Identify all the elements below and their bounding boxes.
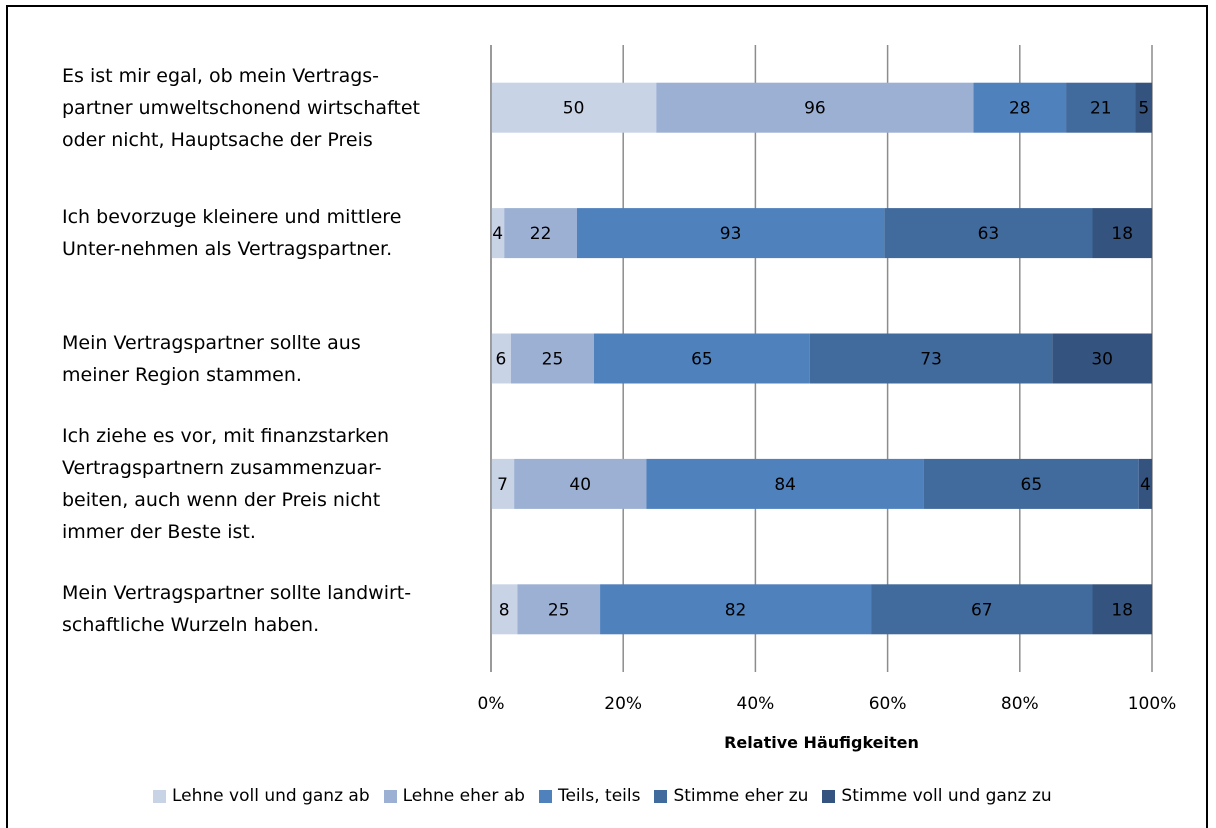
legend-swatch xyxy=(538,789,552,803)
bar xyxy=(923,458,1139,509)
bar xyxy=(809,333,1053,384)
data-label: 25 xyxy=(548,600,570,620)
bar xyxy=(491,458,515,509)
data-label: 18 xyxy=(1111,600,1133,620)
data-label: 30 xyxy=(1091,350,1113,370)
legend-swatch xyxy=(654,789,668,803)
legend-label: Lehne voll und ganz ab xyxy=(172,786,370,806)
legend: Lehne voll und ganz ab Lehne eher ab Teils… xyxy=(153,786,1052,806)
y-tick-label: Ich ziehe es vor, mit finanzstarken Vert… xyxy=(62,424,390,543)
legend-item: Stimme eher zu xyxy=(654,786,808,806)
y-tick-label: Mein Vertragspartner sollte landwirt- sc… xyxy=(62,582,412,637)
data-label: 5 xyxy=(1138,99,1149,119)
bar xyxy=(646,458,924,509)
bar xyxy=(593,333,810,384)
data-label: 40 xyxy=(569,475,591,495)
legend-swatch xyxy=(383,789,397,803)
x-tick-label: 20% xyxy=(604,694,642,714)
y-tick-label: Mein Vertragspartner sollte aus meiner R… xyxy=(62,331,361,386)
bar xyxy=(656,82,974,133)
legend-label: Teils, teils xyxy=(557,786,641,806)
x-tick-label: 100% xyxy=(1128,694,1177,714)
data-label: 67 xyxy=(971,600,993,620)
bar xyxy=(510,333,594,384)
bar xyxy=(600,584,872,635)
bar xyxy=(973,82,1067,133)
legend-swatch xyxy=(153,789,166,803)
x-tick-label: 60% xyxy=(869,694,907,714)
data-label: 22 xyxy=(530,224,552,244)
data-label: 63 xyxy=(978,224,1000,244)
x-tick-label: 40% xyxy=(737,694,775,714)
legend-item: Teils, teils xyxy=(538,786,641,806)
data-label: 65 xyxy=(691,350,713,370)
data-label: 93 xyxy=(720,224,742,244)
data-label: 4 xyxy=(492,224,503,244)
frame xyxy=(6,5,1208,828)
data-label: 25 xyxy=(542,350,564,370)
data-label: 84 xyxy=(774,475,796,495)
legend-label: Stimme voll und ganz zu xyxy=(841,786,1052,806)
legend-item: Stimme voll und ganz zu xyxy=(822,786,1052,806)
bar xyxy=(504,208,577,259)
x-tick-label: 80% xyxy=(1001,694,1039,714)
bar xyxy=(1135,82,1152,133)
bar xyxy=(491,584,518,635)
bar xyxy=(871,584,1093,635)
bar xyxy=(884,208,1093,259)
y-tick-label: Es ist mir egal, ob mein Vertrags- partn… xyxy=(62,64,420,151)
legend-label: Lehne eher ab xyxy=(402,786,525,806)
y-tick-label: Ich bevorzuge kleinere und mittlere Unte… xyxy=(62,206,402,261)
bar xyxy=(1138,458,1152,509)
legend-item: Lehne eher ab xyxy=(383,786,525,806)
bar xyxy=(514,458,647,509)
data-label: 50 xyxy=(563,99,585,119)
data-label: 7 xyxy=(497,475,508,495)
legend-swatch xyxy=(822,789,836,803)
data-label: 96 xyxy=(804,99,826,119)
data-label: 82 xyxy=(725,600,747,620)
data-label: 28 xyxy=(1009,99,1031,119)
data-label: 65 xyxy=(1021,475,1043,495)
data-label: 73 xyxy=(920,350,942,370)
data-label: 21 xyxy=(1090,99,1112,119)
bar xyxy=(517,584,601,635)
legend-label: Stimme eher zu xyxy=(673,786,809,806)
bar xyxy=(1052,333,1152,384)
data-label: 6 xyxy=(496,350,507,370)
legend-item: Lehne voll und ganz ab xyxy=(153,786,370,806)
bar xyxy=(576,208,885,259)
bar xyxy=(1066,82,1136,133)
bar xyxy=(491,208,505,259)
data-label: 18 xyxy=(1111,224,1133,244)
x-axis-label: Relative Häufigkeiten xyxy=(724,733,919,752)
bar xyxy=(1092,208,1152,259)
bar xyxy=(1092,584,1152,635)
bar xyxy=(491,333,511,384)
bar xyxy=(491,82,657,133)
data-label: 8 xyxy=(499,600,510,620)
data-label: 4 xyxy=(1140,475,1151,495)
x-tick-label: 0% xyxy=(478,694,505,714)
